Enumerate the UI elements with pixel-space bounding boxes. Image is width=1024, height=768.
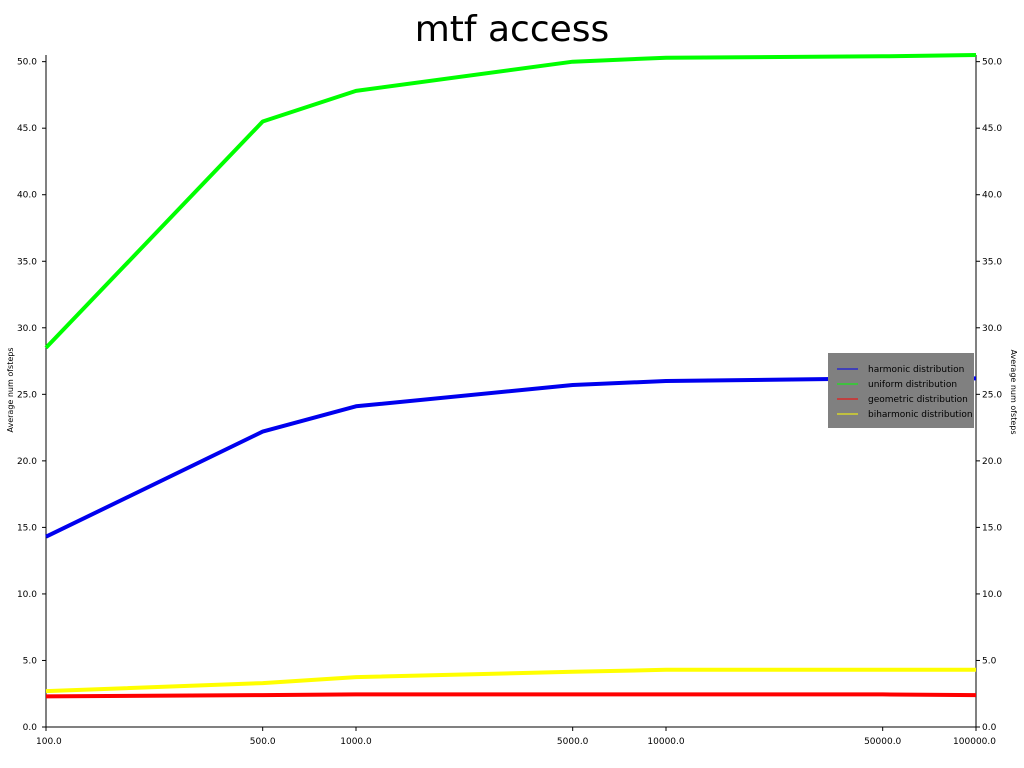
y-tick-label-right: 20.0 [982, 457, 1002, 467]
y-tick-label-right: 40.0 [982, 191, 1002, 201]
y-tick-label-left: 10.0 [17, 590, 37, 600]
x-tick-label: 1000.0 [340, 737, 372, 747]
y-tick-label-left: 35.0 [17, 257, 37, 267]
y-tick-label-left: 40.0 [17, 191, 37, 201]
series-line-biharmonic [45, 667, 976, 694]
y-tick-label-left: 45.0 [17, 124, 37, 134]
legend-label: harmonic distribution [868, 365, 964, 375]
chart-title: mtf access [415, 9, 610, 50]
legend-label: geometric distribution [868, 395, 968, 405]
x-tick-label: 50000.0 [864, 737, 901, 747]
y-tick-label-right: 50.0 [982, 58, 1002, 68]
x-tick-label: 100000.0 [953, 737, 996, 747]
y-tick-label-right: 35.0 [982, 257, 1002, 267]
series-line-uniform [44, 53, 977, 350]
y-tick-label-left: 30.0 [17, 324, 37, 334]
x-tick-label: 5000.0 [557, 737, 589, 747]
y-tick-label-right: 10.0 [982, 590, 1002, 600]
y-tick-label-right: 0.0 [982, 723, 997, 733]
y-tick-label-right: 15.0 [982, 523, 1002, 533]
series-line-geometric [45, 692, 977, 699]
y-axis-title-right: Average num ofsteps [1009, 349, 1018, 434]
y-tick-label-right: 45.0 [982, 124, 1002, 134]
legend-label: uniform distribution [868, 380, 957, 390]
y-tick-label-right: 5.0 [982, 656, 997, 666]
y-tick-label-left: 50.0 [17, 58, 37, 68]
y-tick-label-left: 0.0 [23, 723, 38, 733]
y-tick-label-right: 30.0 [982, 324, 1002, 334]
legend: harmonic distribution uniform distributio… [828, 353, 974, 428]
y-tick-label-left: 20.0 [17, 457, 37, 467]
legend-label: biharmonic distribution [868, 410, 973, 420]
x-tick-label: 100.0 [36, 737, 62, 747]
y-tick-label-left: 25.0 [17, 390, 37, 400]
y-tick-label-right: 25.0 [982, 390, 1002, 400]
x-tick-label: 10000.0 [647, 737, 684, 747]
y-axis-title-left: Average num ofsteps [6, 347, 15, 432]
y-tick-label-left: 5.0 [23, 656, 38, 666]
axes: 0.0 0.0 5.0 5.0 10.0 10.0 15.0 15.0 20.0 20.0 25.0… [17, 55, 1002, 747]
legend-box [828, 353, 974, 428]
y-tick-label-left: 15.0 [17, 523, 37, 533]
x-tick-label: 500.0 [250, 737, 276, 747]
